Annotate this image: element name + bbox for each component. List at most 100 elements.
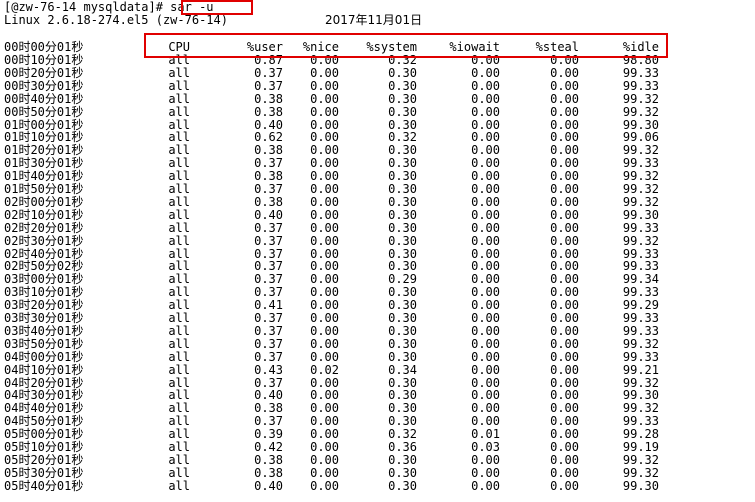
row-steal: 0.00 — [550, 285, 579, 300]
row-idle: 99.33 — [622, 65, 659, 80]
row-idle: 99.32 — [622, 143, 659, 158]
row-steal: 0.00 — [550, 194, 579, 209]
row-iowait: 0.01 — [471, 427, 500, 442]
row-time: 02时10分01秒 — [4, 207, 84, 222]
row-cpu: all — [168, 336, 190, 351]
row-nice: 0.00 — [310, 220, 339, 235]
row-time: 04时10分01秒 — [4, 362, 84, 377]
row-time: 02时40分01秒 — [4, 246, 84, 261]
row-nice: 0.00 — [310, 78, 339, 93]
table-row: 04时50分01秒 all 0.37 0.00 0.30 0.00 0.00 99.33 — [0, 415, 755, 428]
row-user: 0.38 — [254, 401, 283, 416]
row-user: 0.37 — [254, 311, 283, 325]
row-system: 0.30 — [388, 104, 417, 119]
row-time: 05时00分01秒 — [4, 427, 84, 442]
row-user: 0.39 — [254, 427, 283, 442]
row-idle: 99.33 — [622, 285, 659, 300]
table-row: 04时10分01秒 all 0.43 0.02 0.34 0.00 0.00 99.21 — [0, 362, 755, 377]
table-row: 05时30分01秒 all 0.38 0.00 0.30 0.00 0.00 99.32 — [0, 465, 755, 480]
table-row: 03时20分01秒 all 0.41 0.00 0.30 0.00 0.00 99.29 — [0, 299, 755, 312]
row-system: 0.30 — [388, 349, 417, 364]
row-user: 0.37 — [254, 156, 283, 171]
row-iowait: 0.00 — [471, 182, 500, 196]
table-row: 03时50分01秒 all 0.37 0.00 0.30 0.00 0.00 99.32 — [0, 336, 755, 351]
row-idle: 99.33 — [622, 246, 659, 261]
row-iowait: 0.00 — [471, 207, 500, 222]
row-idle: 99.32 — [622, 91, 659, 106]
row-cpu: all — [168, 401, 190, 416]
row-user: 0.37 — [254, 220, 283, 235]
table-row: 05时20分01秒 all 0.38 0.00 0.30 0.00 0.00 99.32 — [0, 452, 755, 467]
row-time: 04时40分01秒 — [4, 401, 84, 416]
row-nice: 0.00 — [310, 169, 339, 184]
row-cpu: all — [168, 452, 190, 467]
row-time: 05时10分01秒 — [4, 440, 84, 454]
row-cpu: all — [168, 440, 190, 454]
row-cpu: all — [168, 65, 190, 80]
row-time: 02时20分01秒 — [4, 220, 84, 235]
table-row: 01时50分01秒 all 0.37 0.00 0.30 0.00 0.00 99.32 — [0, 183, 755, 196]
row-system: 0.30 — [388, 143, 417, 158]
row-steal: 0.00 — [550, 465, 579, 480]
table-row: 02时50分02秒 all 0.37 0.00 0.30 0.00 0.00 99.33 — [0, 260, 755, 273]
table-row: 05时00分01秒 all 0.39 0.00 0.32 0.01 0.00 99.28 — [0, 428, 755, 441]
row-nice: 0.00 — [310, 207, 339, 222]
row-user: 0.40 — [254, 388, 283, 403]
row-cpu: all — [168, 117, 190, 132]
row-cpu: all — [168, 169, 190, 184]
table-row: 05时40分01秒 all 0.40 0.00 0.30 0.00 0.00 99.30 — [0, 478, 755, 493]
header-system: %system — [366, 40, 417, 54]
row-cpu: all — [168, 478, 190, 493]
row-idle: 99.32 — [622, 465, 659, 480]
table-row: 01时10分01秒 all 0.62 0.00 0.32 0.00 0.00 99.06 — [0, 131, 755, 144]
table-row: 01时00分01秒 all 0.40 0.00 0.30 0.00 0.00 99.30 — [0, 117, 755, 132]
row-iowait: 0.00 — [471, 401, 500, 416]
row-idle: 99.33 — [622, 220, 659, 235]
row-iowait: 0.00 — [471, 478, 500, 493]
row-idle: 99.33 — [622, 259, 659, 274]
row-system: 0.30 — [388, 117, 417, 132]
row-user: 0.40 — [254, 117, 283, 132]
row-cpu: all — [168, 78, 190, 93]
row-nice: 0.00 — [310, 130, 339, 145]
row-steal: 0.00 — [550, 311, 579, 325]
row-system: 0.30 — [388, 194, 417, 209]
row-iowait: 0.00 — [471, 246, 500, 261]
row-nice: 0.02 — [310, 362, 339, 377]
row-user: 0.37 — [254, 272, 283, 287]
row-system: 0.32 — [388, 427, 417, 442]
table-row: 00时40分01秒 all 0.38 0.00 0.30 0.00 0.00 99.32 — [0, 91, 755, 106]
row-steal: 0.00 — [550, 401, 579, 416]
row-time: 04时30分01秒 — [4, 388, 84, 403]
table-row: 00时30分01秒 all 0.37 0.00 0.30 0.00 0.00 99.33 — [0, 78, 755, 93]
row-steal: 0.00 — [550, 207, 579, 222]
row-cpu: all — [168, 246, 190, 261]
row-system: 0.34 — [388, 362, 417, 377]
row-cpu: all — [168, 156, 190, 171]
row-steal: 0.00 — [550, 130, 579, 145]
row-cpu: all — [168, 220, 190, 235]
row-steal: 0.00 — [550, 65, 579, 80]
row-idle: 99.32 — [622, 182, 659, 196]
row-time: 00时30分01秒 — [4, 78, 84, 93]
row-system: 0.29 — [388, 272, 417, 287]
row-steal: 0.00 — [550, 298, 579, 313]
row-user: 0.37 — [254, 259, 283, 274]
table-row: 03时40分01秒 all 0.37 0.00 0.30 0.00 0.00 99.33 — [0, 323, 755, 338]
row-cpu: all — [168, 298, 190, 313]
row-nice: 0.00 — [310, 414, 339, 429]
row-nice: 0.00 — [310, 117, 339, 132]
row-cpu: all — [168, 323, 190, 338]
row-time: 03时20分01秒 — [4, 298, 84, 313]
row-iowait: 0.00 — [471, 130, 500, 145]
row-cpu: all — [168, 375, 190, 390]
table-row: 04时00分01秒 all 0.37 0.00 0.30 0.00 0.00 99.33 — [0, 349, 755, 364]
row-nice: 0.00 — [310, 401, 339, 416]
row-nice: 0.00 — [310, 91, 339, 106]
table-row: 01时30分01秒 all 0.37 0.00 0.30 0.00 0.00 99.33 — [0, 157, 755, 170]
row-iowait: 0.00 — [471, 78, 500, 93]
row-idle: 99.32 — [622, 452, 659, 467]
table-row: 04时30分01秒 all 0.40 0.00 0.30 0.00 0.00 99.30 — [0, 389, 755, 402]
row-time: 04时50分01秒 — [4, 414, 84, 429]
